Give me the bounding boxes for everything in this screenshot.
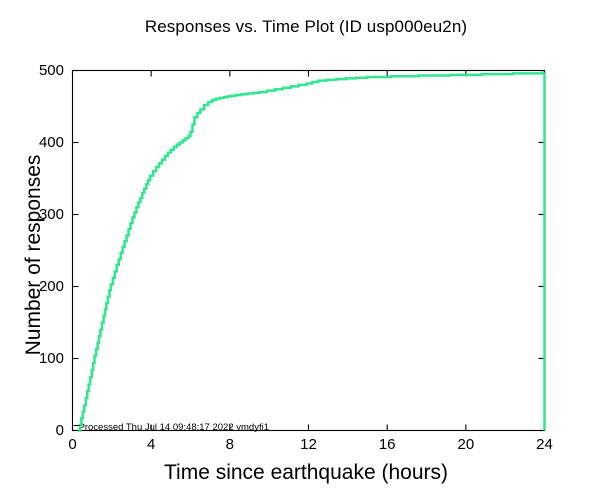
chart-title: Responses vs. Time Plot (ID usp000eu2n) — [144, 17, 468, 36]
y-tick-label: 400 — [38, 133, 64, 151]
y-tick-label: 0 — [55, 421, 64, 439]
x-tick-label: 16 — [378, 436, 396, 453]
axis-frame — [71, 69, 546, 432]
y-tick-label: 300 — [38, 205, 64, 223]
x-tick-label: 4 — [146, 436, 156, 453]
y-tick-label: 200 — [38, 277, 64, 295]
y-tick-label: 100 — [38, 349, 64, 367]
x-tick-label: 20 — [457, 436, 475, 453]
x-tick-label: 8 — [225, 436, 234, 453]
x-axis-label: Time since earthquake (hours) — [163, 461, 448, 484]
processed-annotation: Processed Thu Jul 14 09:48:17 2022 vmdyf… — [78, 421, 269, 433]
x-tick-label: 24 — [536, 436, 553, 453]
tick-marks — [71, 69, 546, 432]
x-tick-label: 12 — [300, 436, 317, 453]
data-series — [73, 71, 546, 432]
y-tick-label: 500 — [38, 61, 64, 79]
x-tick-label: 0 — [68, 436, 77, 453]
